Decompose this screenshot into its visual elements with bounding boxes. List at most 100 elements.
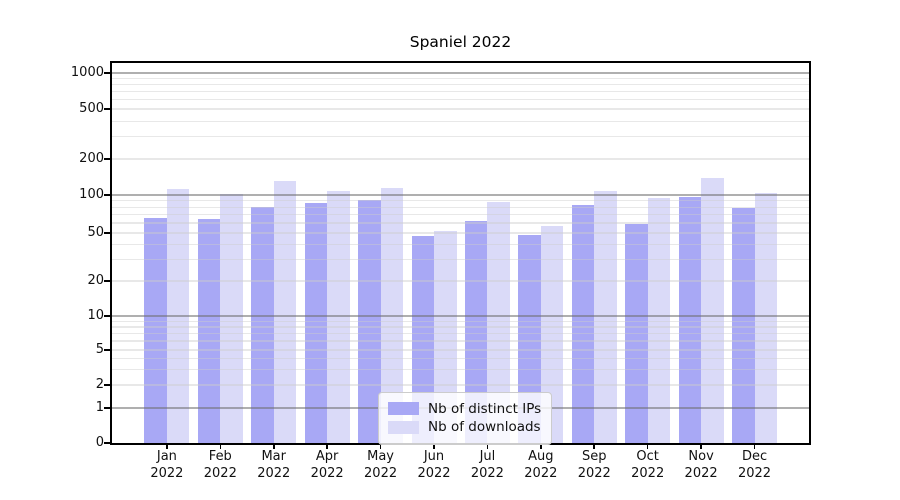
- y-tick-2: [104, 384, 110, 386]
- x-tick-label-sep-2022: Sep 2022: [577, 449, 611, 481]
- gridline-minor-700: [112, 90, 809, 93]
- y-tick-100: [104, 194, 110, 196]
- y-tick-label-1000: 1000: [70, 65, 104, 80]
- x-tick-mar-2022: [272, 444, 275, 449]
- bar-downloads-jun-2022: [434, 230, 457, 443]
- y-tick-5: [104, 349, 110, 351]
- x-tick-label-jun-2022: Jun 2022: [417, 449, 451, 481]
- y-tick-10: [104, 315, 110, 317]
- gridline-major-10: [112, 315, 809, 317]
- gridline-major-1000: [112, 72, 809, 74]
- x-tick-label-aug-2022: Aug 2022: [524, 449, 558, 481]
- x-tick-dec-2022: [753, 444, 756, 449]
- y-tick-label-1: 1: [95, 400, 104, 415]
- bar-downloads-feb-2022: [220, 193, 243, 443]
- gridline-minor-8: [112, 326, 809, 328]
- bar-distinct-ips-dec-2022: [732, 207, 755, 443]
- bar-distinct-ips-jul-2022: [464, 221, 488, 443]
- legend-swatch-downloads: [388, 420, 419, 434]
- x-tick-may-2022: [379, 444, 382, 449]
- gridline-minor-40: [112, 244, 809, 246]
- gridline-major-100: [112, 194, 809, 196]
- y-tick-label-2: 2: [95, 377, 104, 392]
- chart-title: Spaniel 2022: [409, 33, 512, 51]
- y-tick-200: [104, 158, 110, 160]
- x-tick-label-may-2022: May 2022: [364, 449, 398, 481]
- x-tick-jan-2022: [166, 444, 168, 449]
- x-tick-aug-2022: [540, 444, 542, 449]
- bar-downloads-mar-2022: [273, 181, 297, 443]
- y-tick-label-20: 20: [87, 273, 104, 288]
- legend-swatch-distinct-ips: [388, 402, 419, 415]
- y-tick-1000: [104, 72, 110, 74]
- bar-distinct-ips-aug-2022: [518, 235, 541, 443]
- bar-downloads-oct-2022: [647, 198, 671, 443]
- x-tick-label-dec-2022: Dec 2022: [737, 449, 772, 481]
- gridline-minor-70: [112, 213, 809, 216]
- bar-downloads-nov-2022: [701, 177, 724, 443]
- x-tick-label-nov-2022: Nov 2022: [684, 449, 718, 481]
- bar-distinct-ips-feb-2022: [197, 218, 221, 443]
- bar-distinct-ips-sep-2022: [571, 205, 595, 443]
- y-tick-label-5: 5: [95, 342, 104, 357]
- bar-distinct-ips-jun-2022: [411, 236, 434, 443]
- x-tick-oct-2022: [646, 444, 649, 449]
- x-tick-label-apr-2022: Apr 2022: [310, 449, 344, 481]
- x-tick-label-mar-2022: Mar 2022: [257, 449, 291, 481]
- gridline-minor-2: [112, 384, 809, 386]
- bar-downloads-apr-2022: [327, 191, 350, 443]
- gridline-minor-900: [112, 77, 809, 80]
- y-tick-label-100: 100: [79, 187, 104, 202]
- gridline-minor-6: [112, 340, 809, 342]
- legend-label-distinct-ips: Nb of distinct IPs: [428, 400, 542, 417]
- gridline-minor-50: [112, 232, 809, 234]
- legend-label-downloads: Nb of downloads: [428, 419, 541, 435]
- x-tick-apr-2022: [326, 444, 328, 449]
- x-tick-feb-2022: [219, 444, 222, 449]
- gridline-minor-300: [112, 136, 809, 138]
- bar-distinct-ips-may-2022: [358, 200, 381, 443]
- top-spine: [110, 61, 811, 63]
- gridline-minor-500: [112, 108, 809, 110]
- y-tick-label-500: 500: [79, 101, 104, 116]
- y-tick-label-0: 0: [95, 435, 104, 450]
- gridline-minor-600: [112, 98, 809, 101]
- bar-distinct-ips-nov-2022: [678, 197, 702, 443]
- bar-downloads-jul-2022: [487, 202, 510, 443]
- x-tick-label-jul-2022: Jul 2022: [470, 449, 504, 481]
- x-tick-sep-2022: [593, 444, 596, 449]
- bar-distinct-ips-jan-2022: [144, 217, 167, 443]
- y-tick-500: [104, 108, 110, 110]
- x-tick-jul-2022: [486, 444, 489, 449]
- right-spine: [809, 61, 811, 445]
- legend: Nb of distinct IPs Nb of downloads: [378, 392, 553, 445]
- gridline-minor-4: [112, 357, 809, 360]
- y-tick-label-10: 10: [87, 308, 104, 323]
- x-tick-jun-2022: [433, 444, 435, 449]
- gridline-minor-60: [112, 222, 809, 224]
- bar-distinct-ips-mar-2022: [251, 206, 274, 443]
- legend-item-distinct-ips: Nb of distinct IPs: [388, 401, 541, 417]
- x-tick-nov-2022: [700, 444, 702, 449]
- y-tick-1: [104, 407, 110, 409]
- gridline-minor-80: [112, 206, 809, 208]
- left-spine: [110, 61, 112, 445]
- gridline-minor-90: [112, 200, 809, 202]
- gridline-minor-30: [112, 259, 809, 261]
- gridline-minor-400: [112, 120, 809, 122]
- y-tick-0: [104, 442, 110, 444]
- x-tick-label-oct-2022: Oct 2022: [631, 449, 665, 481]
- gridline-minor-3: [112, 368, 809, 371]
- gridline-minor-800: [112, 83, 809, 86]
- bar-downloads-dec-2022: [754, 192, 778, 443]
- gridline-minor-9: [112, 320, 809, 322]
- gridline-minor-5: [112, 349, 809, 351]
- legend-item-downloads: Nb of downloads: [388, 419, 541, 435]
- y-tick-label-200: 200: [79, 151, 104, 166]
- gridline-minor-200: [112, 158, 809, 160]
- gridline-minor-7: [112, 332, 809, 335]
- y-tick-label-50: 50: [87, 225, 104, 240]
